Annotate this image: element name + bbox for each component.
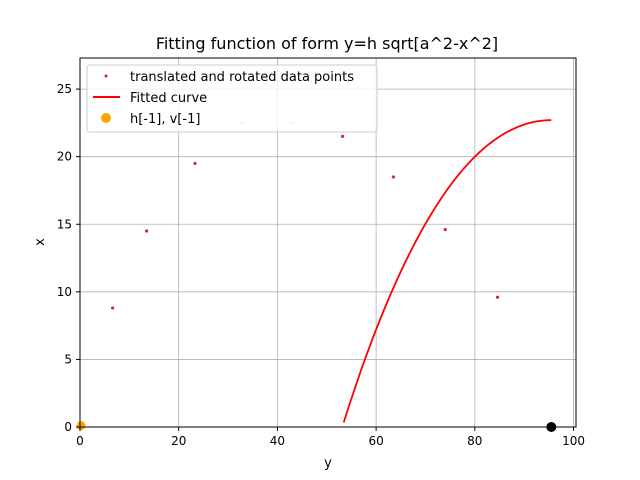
y-tick-label-2: 10 xyxy=(57,285,72,299)
legend-marker-points xyxy=(104,74,108,78)
x-axis-label: y xyxy=(324,456,332,471)
data-point-6 xyxy=(340,134,345,138)
data-points-layer xyxy=(76,121,557,432)
y-tick-label-4: 20 xyxy=(57,150,72,164)
fitted-curve-layer xyxy=(342,119,552,423)
x-tick-label-2: 40 xyxy=(270,434,285,448)
vertex-marker xyxy=(76,421,86,431)
x-axis-ticks: 0 20 40 60 80 100 xyxy=(76,427,585,448)
legend-marker-vertex xyxy=(101,113,111,123)
y-tick-label-3: 15 xyxy=(57,217,72,231)
data-point-2 xyxy=(145,229,149,233)
x-tick-label-1: 20 xyxy=(171,434,186,448)
legend-label-vertex: h[-1], v[-1] xyxy=(130,112,200,127)
chart-title: Fitting function of form y=h sqrt[a^2-x^… xyxy=(156,34,498,53)
legend-label-curve: Fitted curve xyxy=(130,91,207,106)
data-point-3 xyxy=(193,161,197,166)
y-tick-label-0: 0 xyxy=(64,420,72,434)
x-tick-label-4: 80 xyxy=(467,434,482,448)
legend-box xyxy=(86,64,378,133)
x-tick-label-3: 60 xyxy=(368,434,383,448)
data-point-8 xyxy=(443,228,447,232)
fitted-curve-line xyxy=(342,119,552,423)
legend-label-points: translated and rotated data points xyxy=(130,70,354,85)
plot-frame xyxy=(79,57,577,428)
y-tick-label-1: 5 xyxy=(64,352,72,366)
y-axis-ticks: 0 5 10 15 20 25 xyxy=(57,82,80,434)
x-tick-label-5: 100 xyxy=(562,434,585,448)
legend: translated and rotated data points Fitte… xyxy=(86,64,378,133)
y-axis-label: x xyxy=(33,238,48,246)
data-point-9 xyxy=(495,295,500,299)
y-tick-label-5: 25 xyxy=(57,82,72,96)
data-point-7 xyxy=(391,175,395,179)
data-point-1 xyxy=(110,306,115,310)
x-tick-label-0: 0 xyxy=(76,434,84,448)
